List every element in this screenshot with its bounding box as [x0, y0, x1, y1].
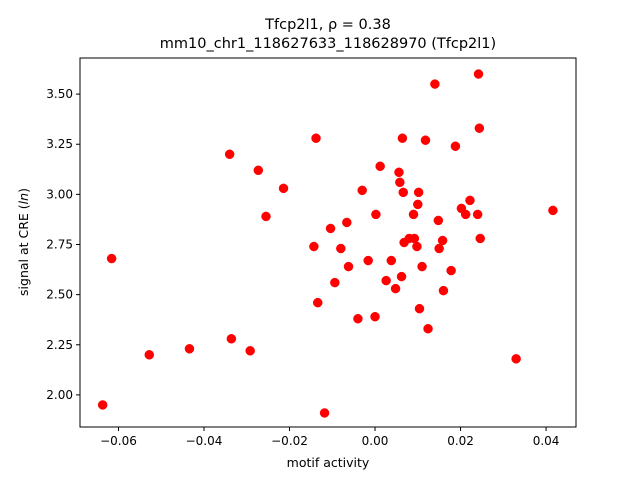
data-point-10	[309, 241, 319, 252]
data-point-44	[430, 79, 440, 89]
data-point-38	[413, 199, 423, 210]
data-point-27	[390, 283, 401, 294]
data-point-17	[342, 217, 352, 228]
data-point-52	[460, 209, 471, 220]
data-point-48	[438, 285, 449, 296]
data-point-22	[370, 311, 380, 322]
plot-frame	[79, 57, 577, 428]
data-point-28	[394, 167, 404, 178]
data-point-49	[446, 265, 456, 276]
y-axis-label: signal at CRE (ln)	[16, 188, 31, 296]
data-point-41	[417, 261, 427, 272]
data-point-5	[226, 334, 237, 344]
data-point-50	[450, 141, 461, 151]
x-axis-label: motif activity	[287, 455, 370, 470]
data-point-37	[412, 241, 422, 252]
x-axis-ticks: −0.06 −0.04 −0.02 0.00 0.02 0.04	[100, 427, 559, 448]
data-point-11	[311, 133, 321, 143]
data-point-40	[414, 303, 425, 314]
y-tick-label-5: 3.25	[46, 137, 73, 151]
data-point-32	[398, 187, 409, 198]
y-axis-label-prefix: signal at CRE (	[16, 204, 31, 296]
data-point-12	[312, 297, 323, 308]
data-point-35	[408, 209, 419, 220]
x-tick-label-4: 0.02	[447, 434, 474, 448]
y-tick-label-0: 2.00	[46, 388, 73, 402]
x-tick-label-5: 0.04	[533, 434, 560, 448]
data-point-7	[253, 165, 264, 176]
x-tick-label-3: 0.00	[362, 434, 389, 448]
x-tick-label-1: −0.04	[186, 434, 223, 448]
data-point-57	[475, 233, 485, 244]
data-point-59	[548, 205, 558, 216]
data-point-3	[184, 344, 195, 354]
data-point-2	[144, 350, 155, 360]
x-tick-label-2: −0.02	[271, 434, 308, 448]
data-point-13	[319, 408, 330, 418]
data-point-36	[409, 233, 420, 244]
data-point-15	[330, 277, 340, 288]
y-tick-label-4: 3.00	[46, 187, 73, 201]
data-point-45	[433, 215, 444, 226]
data-point-23	[371, 209, 381, 220]
data-point-21	[363, 255, 373, 266]
y-axis-label-suffix: )	[16, 188, 31, 193]
data-point-42	[420, 135, 431, 145]
data-point-9	[278, 183, 289, 194]
data-point-4	[224, 149, 235, 160]
y-tick-label-2: 2.50	[46, 288, 73, 302]
data-point-47	[437, 235, 448, 246]
data-point-16	[336, 243, 346, 254]
data-point-30	[396, 271, 407, 282]
data-point-14	[325, 223, 336, 234]
data-point-31	[397, 133, 408, 143]
points-layer	[97, 69, 558, 418]
data-point-1	[106, 253, 117, 264]
title-gene-name: Tfcp2l1, ρ = 0.38	[264, 17, 391, 33]
data-point-39	[413, 187, 424, 198]
data-point-6	[245, 346, 255, 356]
x-tick-label-0: −0.06	[100, 434, 137, 448]
data-point-19	[353, 313, 363, 324]
data-point-25	[381, 275, 391, 286]
chart-title-line2: mm10_chr1_118627633_118628970 (Tfcp2l1)	[160, 36, 496, 52]
data-point-8	[261, 211, 271, 222]
y-tick-label-3: 2.75	[46, 238, 73, 252]
chart-title-line1: Tfcp2l1, ρ = 0.38	[264, 17, 391, 33]
y-tick-label-6: 3.50	[46, 87, 73, 101]
y-axis-ticks: 2.00 2.25 2.50 2.75 3.00 3.25 3.50	[46, 87, 80, 402]
data-point-46	[434, 243, 444, 254]
data-point-53	[465, 195, 475, 206]
y-tick-label-1: 2.25	[46, 338, 73, 352]
data-point-0	[97, 400, 108, 410]
data-point-55	[473, 69, 484, 79]
data-point-54	[472, 209, 483, 220]
data-point-24	[375, 161, 385, 172]
data-point-26	[386, 255, 397, 266]
y-axis-label-ln: ln	[16, 193, 31, 204]
data-point-18	[343, 261, 354, 272]
data-point-29	[395, 177, 405, 188]
data-point-56	[474, 123, 485, 133]
data-point-43	[423, 323, 433, 334]
data-point-58	[511, 354, 521, 364]
data-point-20	[357, 185, 367, 196]
